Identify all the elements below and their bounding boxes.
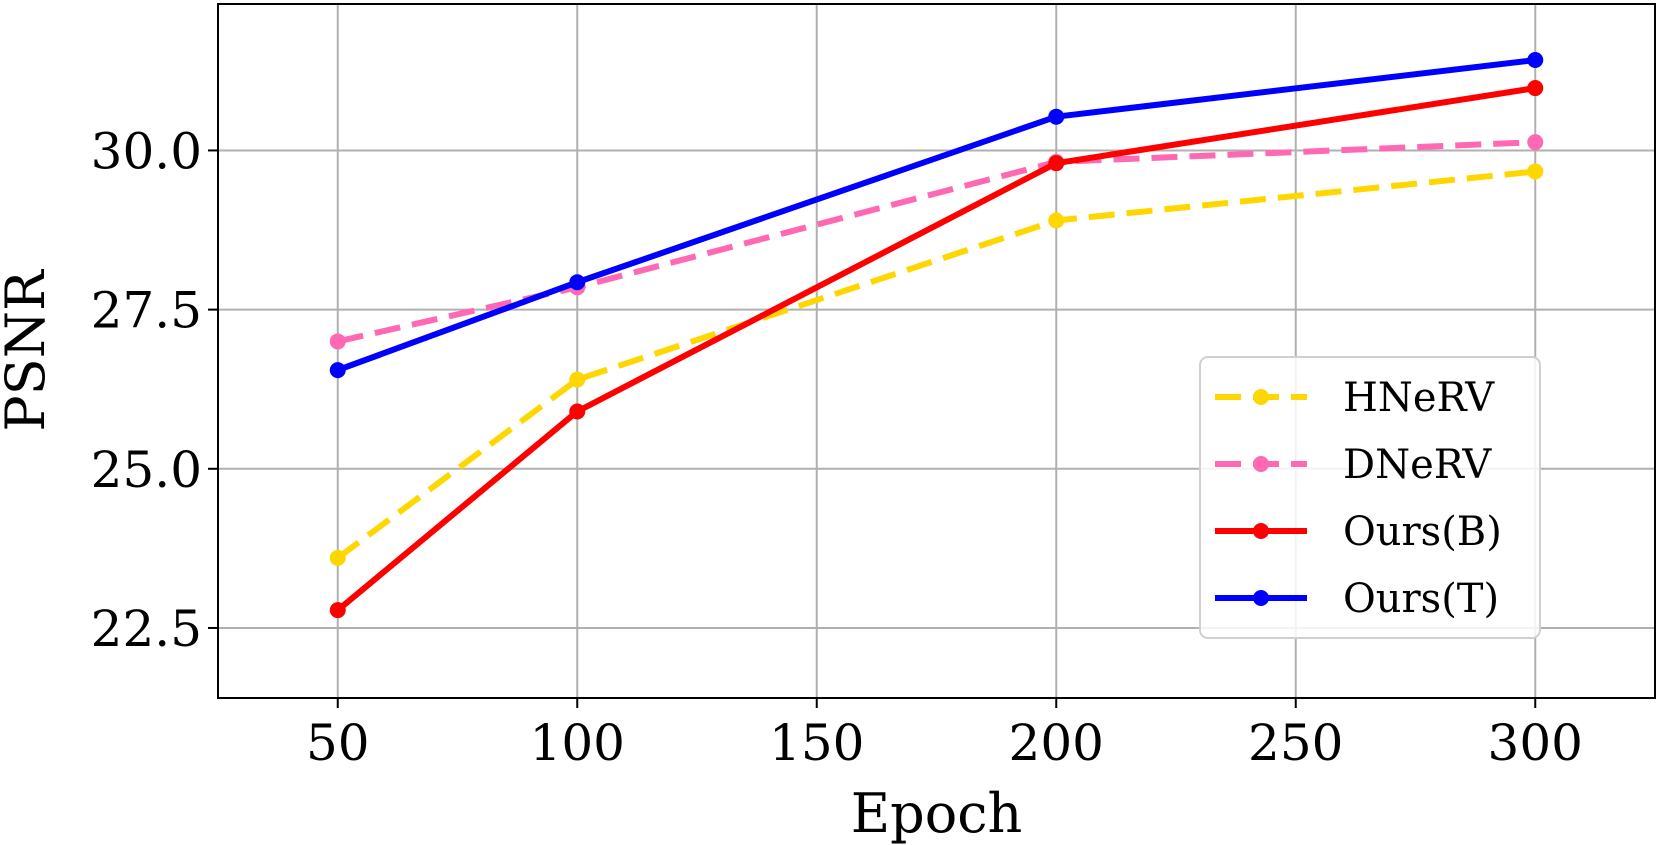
grid <box>218 4 1655 698</box>
legend-item-dnerv: DNeRV <box>1215 442 1492 488</box>
y-tick-label: 25.0 <box>91 441 202 499</box>
series-hnerv <box>329 163 1544 566</box>
y-tick-label: 22.5 <box>91 600 202 658</box>
data-point-hnerv <box>1048 212 1065 229</box>
legend-swatch-marker <box>1253 523 1269 539</box>
x-tick-label: 100 <box>530 714 625 772</box>
data-point-ours-b <box>1048 155 1065 172</box>
data-point-ours-t <box>329 362 346 379</box>
data-point-hnerv <box>1527 163 1544 180</box>
y-tick-label: 30.0 <box>91 122 202 180</box>
legend-label: Ours(T) <box>1343 576 1499 622</box>
y-tick-label: 27.5 <box>91 282 202 340</box>
data-point-hnerv <box>329 549 346 566</box>
plot-frame <box>217 3 1656 699</box>
legend-swatch-marker <box>1253 389 1269 405</box>
series-line-ours-t <box>336 57 1536 373</box>
data-point-dnerv <box>329 333 346 350</box>
legend-swatch-marker <box>1253 456 1269 472</box>
x-tick-label: 150 <box>769 714 864 772</box>
ticks: 50 100 150 200 250 300 22.5 25.0 27.5 30.0 <box>91 122 1583 772</box>
series-dnerv <box>329 134 1544 350</box>
legend-item-ours-b: Ours(B) <box>1215 509 1502 555</box>
legend-label: DNeRV <box>1343 442 1492 488</box>
x-tick-label: 200 <box>1009 714 1104 772</box>
data-point-ours-t <box>1048 108 1065 125</box>
data-point-ours-b <box>1527 80 1544 97</box>
series-ours-t <box>329 52 1544 379</box>
legend-swatch-marker <box>1253 590 1269 606</box>
series-layer <box>329 52 1544 619</box>
legend-box <box>1199 356 1541 639</box>
legend-item-ours-t: Ours(T) <box>1215 576 1499 622</box>
legend: HNeRV DNeRV Ours(B) Ours(T) <box>1199 356 1541 639</box>
data-point-dnerv <box>1527 134 1544 151</box>
data-point-ours-t <box>569 274 586 291</box>
series-line-ours-b <box>335 85 1536 613</box>
x-tick-label: 50 <box>306 714 370 772</box>
series-ours-b <box>329 80 1544 619</box>
legend-item-hnerv: HNeRV <box>1215 375 1495 421</box>
x-axis-label: Epoch <box>851 782 1023 845</box>
y-axis-label: PSNR <box>0 269 57 432</box>
legend-label: Ours(B) <box>1343 509 1502 555</box>
x-tick-label: 300 <box>1488 714 1583 772</box>
legend-label: HNeRV <box>1343 375 1495 421</box>
x-tick-label: 250 <box>1248 714 1343 772</box>
series-line-dnerv <box>337 139 1536 345</box>
data-point-hnerv <box>569 371 586 388</box>
data-point-ours-t <box>1527 52 1544 69</box>
data-point-ours-b <box>569 403 586 420</box>
series-line-hnerv <box>335 168 1536 561</box>
data-point-ours-b <box>329 602 346 619</box>
